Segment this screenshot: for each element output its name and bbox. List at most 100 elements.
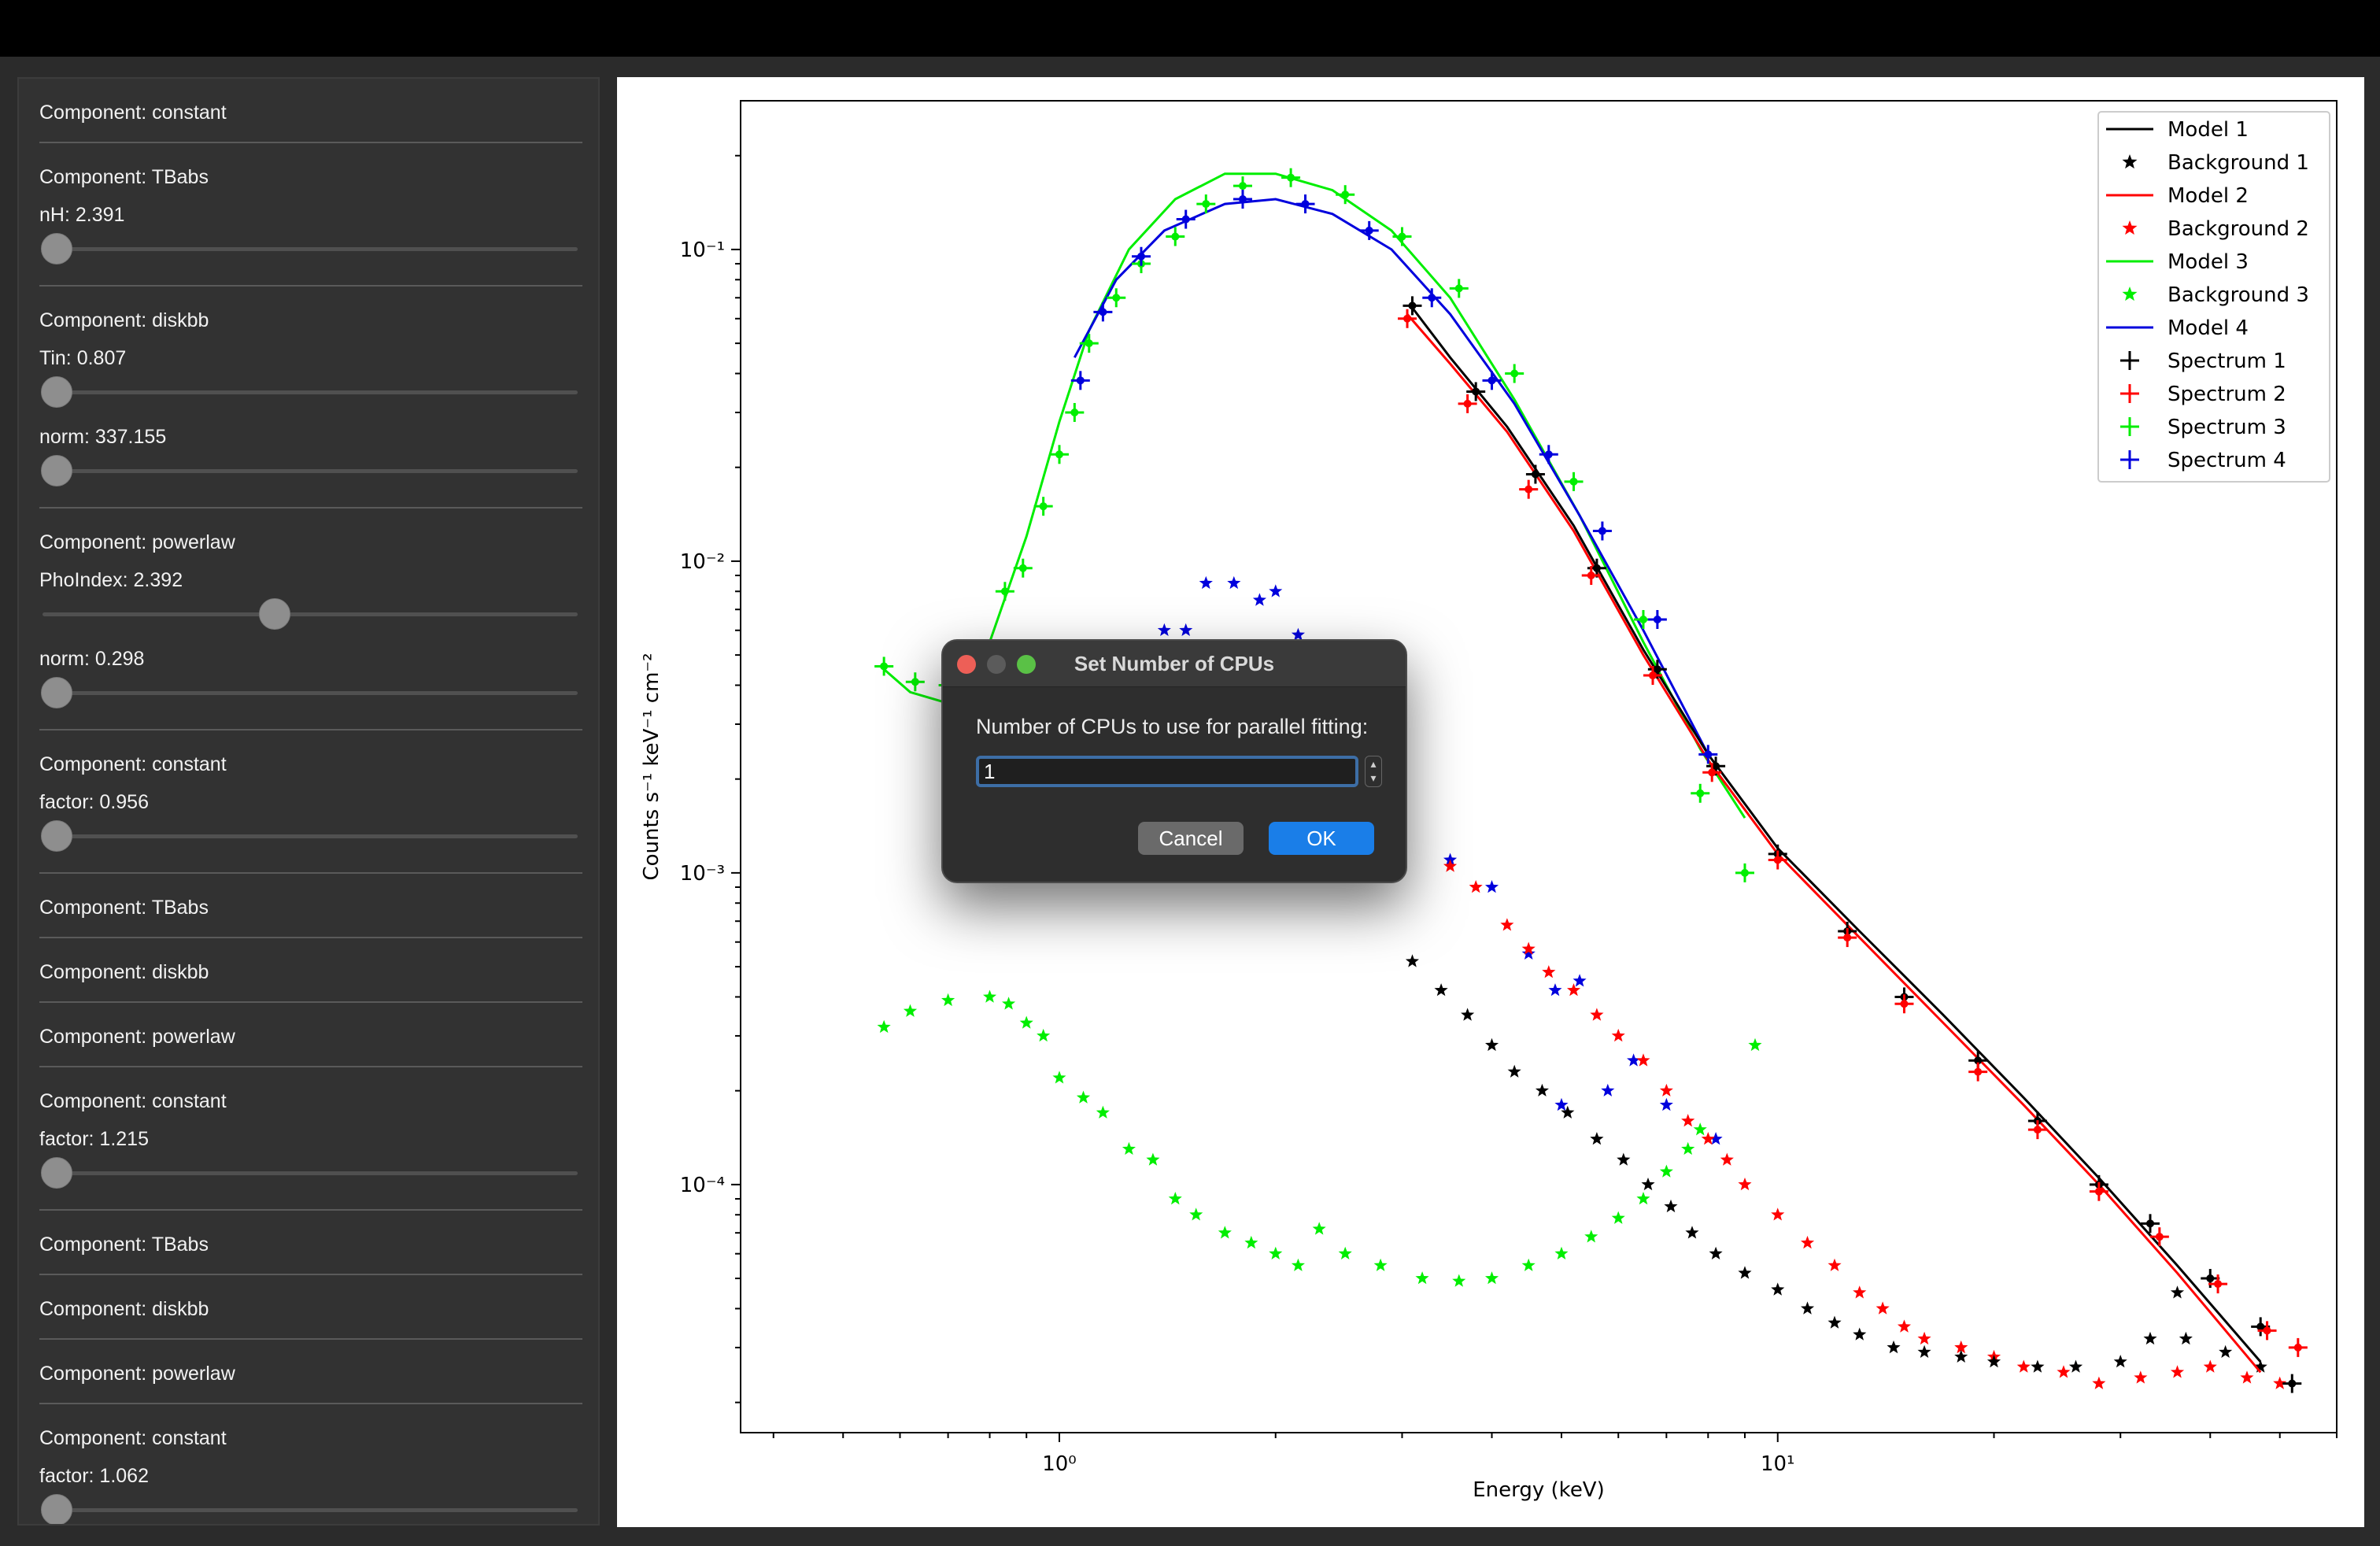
- slider-knob[interactable]: [41, 677, 72, 708]
- background-star-point: [1157, 623, 1171, 636]
- stepper-up-icon[interactable]: ▴: [1370, 757, 1377, 770]
- slider-knob[interactable]: [41, 376, 72, 408]
- window-top-bar: [0, 0, 2380, 57]
- section-divider: [39, 1338, 582, 1340]
- cpu-count-input[interactable]: [976, 756, 1358, 787]
- slider-track[interactable]: [42, 1508, 578, 1512]
- slider-track[interactable]: [42, 691, 578, 695]
- section-divider: [39, 1209, 582, 1211]
- param-slider[interactable]: [41, 1494, 578, 1524]
- param-slider[interactable]: [41, 376, 578, 408]
- param-label: PhoIndex: 2.392: [39, 569, 183, 591]
- spectrum-point: [1569, 477, 1578, 486]
- background-star-point: [1659, 1097, 1673, 1111]
- component-title: Component: TBabs: [39, 1233, 209, 1256]
- spectrum-point: [2155, 1233, 2164, 1241]
- y-tick-label: 10⁻⁴: [680, 1174, 725, 1197]
- ok-button[interactable]: OK: [1269, 822, 1374, 855]
- slider-knob[interactable]: [41, 820, 72, 852]
- slider-knob[interactable]: [41, 455, 72, 486]
- spectrum-point: [2256, 1322, 2265, 1331]
- parameter-sidebar[interactable]: Component: constant Component: TBabs nH: 2…: [17, 77, 600, 1526]
- param-slider[interactable]: [41, 1157, 578, 1189]
- spectrum-point: [1428, 294, 1436, 302]
- cancel-button[interactable]: Cancel: [1138, 822, 1244, 855]
- background-star-point: [1917, 1344, 1931, 1358]
- spectrum-point: [2288, 1379, 2297, 1388]
- background-star-point: [2143, 1331, 2157, 1345]
- legend-label: Spectrum 4: [2168, 449, 2286, 472]
- spectrum-point: [1463, 399, 1472, 408]
- slider-knob[interactable]: [41, 1157, 72, 1189]
- param-slider[interactable]: [41, 820, 578, 852]
- slider-knob[interactable]: [41, 1494, 72, 1524]
- legend-label: Background 2: [2168, 217, 2309, 241]
- background-star-point: [2068, 1359, 2083, 1373]
- background-star-point: [2016, 1359, 2031, 1373]
- close-window-icon[interactable]: [957, 655, 976, 674]
- spectrum-point: [1000, 587, 1009, 596]
- component-title: Component: constant: [39, 1090, 227, 1112]
- zoom-window-icon[interactable]: [1017, 655, 1036, 674]
- slider-track[interactable]: [42, 834, 578, 838]
- background-star-point: [1179, 623, 1193, 636]
- background-star-point: [1485, 1271, 1499, 1285]
- legend-label: Model 2: [2168, 184, 2249, 208]
- spectrum-point: [1076, 376, 1085, 385]
- background-star-point: [1535, 1083, 1549, 1097]
- slider-track[interactable]: [42, 247, 578, 251]
- background-star-point: [1002, 997, 1016, 1010]
- cpu-count-stepper[interactable]: ▴ ▾: [1365, 756, 1382, 787]
- spectrum-point: [1704, 750, 1713, 759]
- spectrum-point: [1974, 1067, 1983, 1076]
- param-slider[interactable]: [41, 233, 578, 264]
- background-star-point: [983, 989, 997, 1003]
- slider-track[interactable]: [42, 612, 578, 616]
- legend-label: Spectrum 3: [2168, 416, 2286, 439]
- spectrum-point: [1085, 339, 1093, 348]
- section-divider: [39, 142, 582, 143]
- param-slider[interactable]: [41, 677, 578, 708]
- slider-track[interactable]: [42, 390, 578, 394]
- background-star-point: [1590, 1008, 1604, 1021]
- background-star-point: [1199, 575, 1213, 590]
- background-star-point: [1485, 880, 1499, 893]
- y-tick-label: 10⁻²: [680, 550, 725, 574]
- background-star-point: [1434, 983, 1448, 997]
- background-star-point: [1096, 1105, 1110, 1119]
- spectrum-point: [880, 662, 889, 671]
- background-star-point: [1291, 1258, 1305, 1271]
- component-title: Component: constant: [39, 102, 227, 124]
- spectrum-point: [1488, 376, 1496, 385]
- slider-track[interactable]: [42, 1171, 578, 1175]
- background-star-point: [1681, 1141, 1695, 1155]
- dialog-titlebar[interactable]: Set Number of CPUs: [943, 641, 1406, 687]
- x-tick-label: 10⁰: [1042, 1452, 1077, 1476]
- background-star-point: [1500, 918, 1514, 931]
- background-star-point: [1244, 1235, 1258, 1249]
- background-star-point: [1917, 1331, 1931, 1345]
- minimize-window-icon[interactable]: [987, 655, 1006, 674]
- spectrum-point: [2094, 1187, 2103, 1196]
- background-star-point: [1037, 1028, 1051, 1042]
- spectrum-point: [1740, 868, 1749, 877]
- background-star-point: [2057, 1365, 2071, 1378]
- slider-knob[interactable]: [258, 598, 290, 630]
- background-star-point: [1876, 1301, 1890, 1315]
- stepper-down-icon[interactable]: ▾: [1370, 771, 1377, 784]
- background-star-point: [1720, 1152, 1734, 1166]
- background-star-point: [1709, 1132, 1723, 1145]
- slider-track[interactable]: [42, 469, 578, 473]
- param-slider[interactable]: [41, 455, 578, 486]
- component-title: Component: powerlaw: [39, 531, 235, 553]
- background-star-point: [2170, 1365, 2185, 1378]
- param-label: Tin: 0.807: [39, 347, 127, 369]
- param-slider[interactable]: [42, 598, 578, 630]
- background-star-point: [1636, 1053, 1650, 1067]
- spectrum-point: [1843, 934, 1852, 942]
- background-star-point: [1554, 1246, 1569, 1259]
- spectrum-plot: 10⁰ 10¹ 10⁻¹ 10⁻² 10⁻³ 10⁻⁴ Energy (keV) Coun…: [640, 100, 2338, 1502]
- slider-knob[interactable]: [41, 233, 72, 264]
- background-star-point: [1189, 1208, 1203, 1221]
- background-star-point: [1659, 1164, 1673, 1178]
